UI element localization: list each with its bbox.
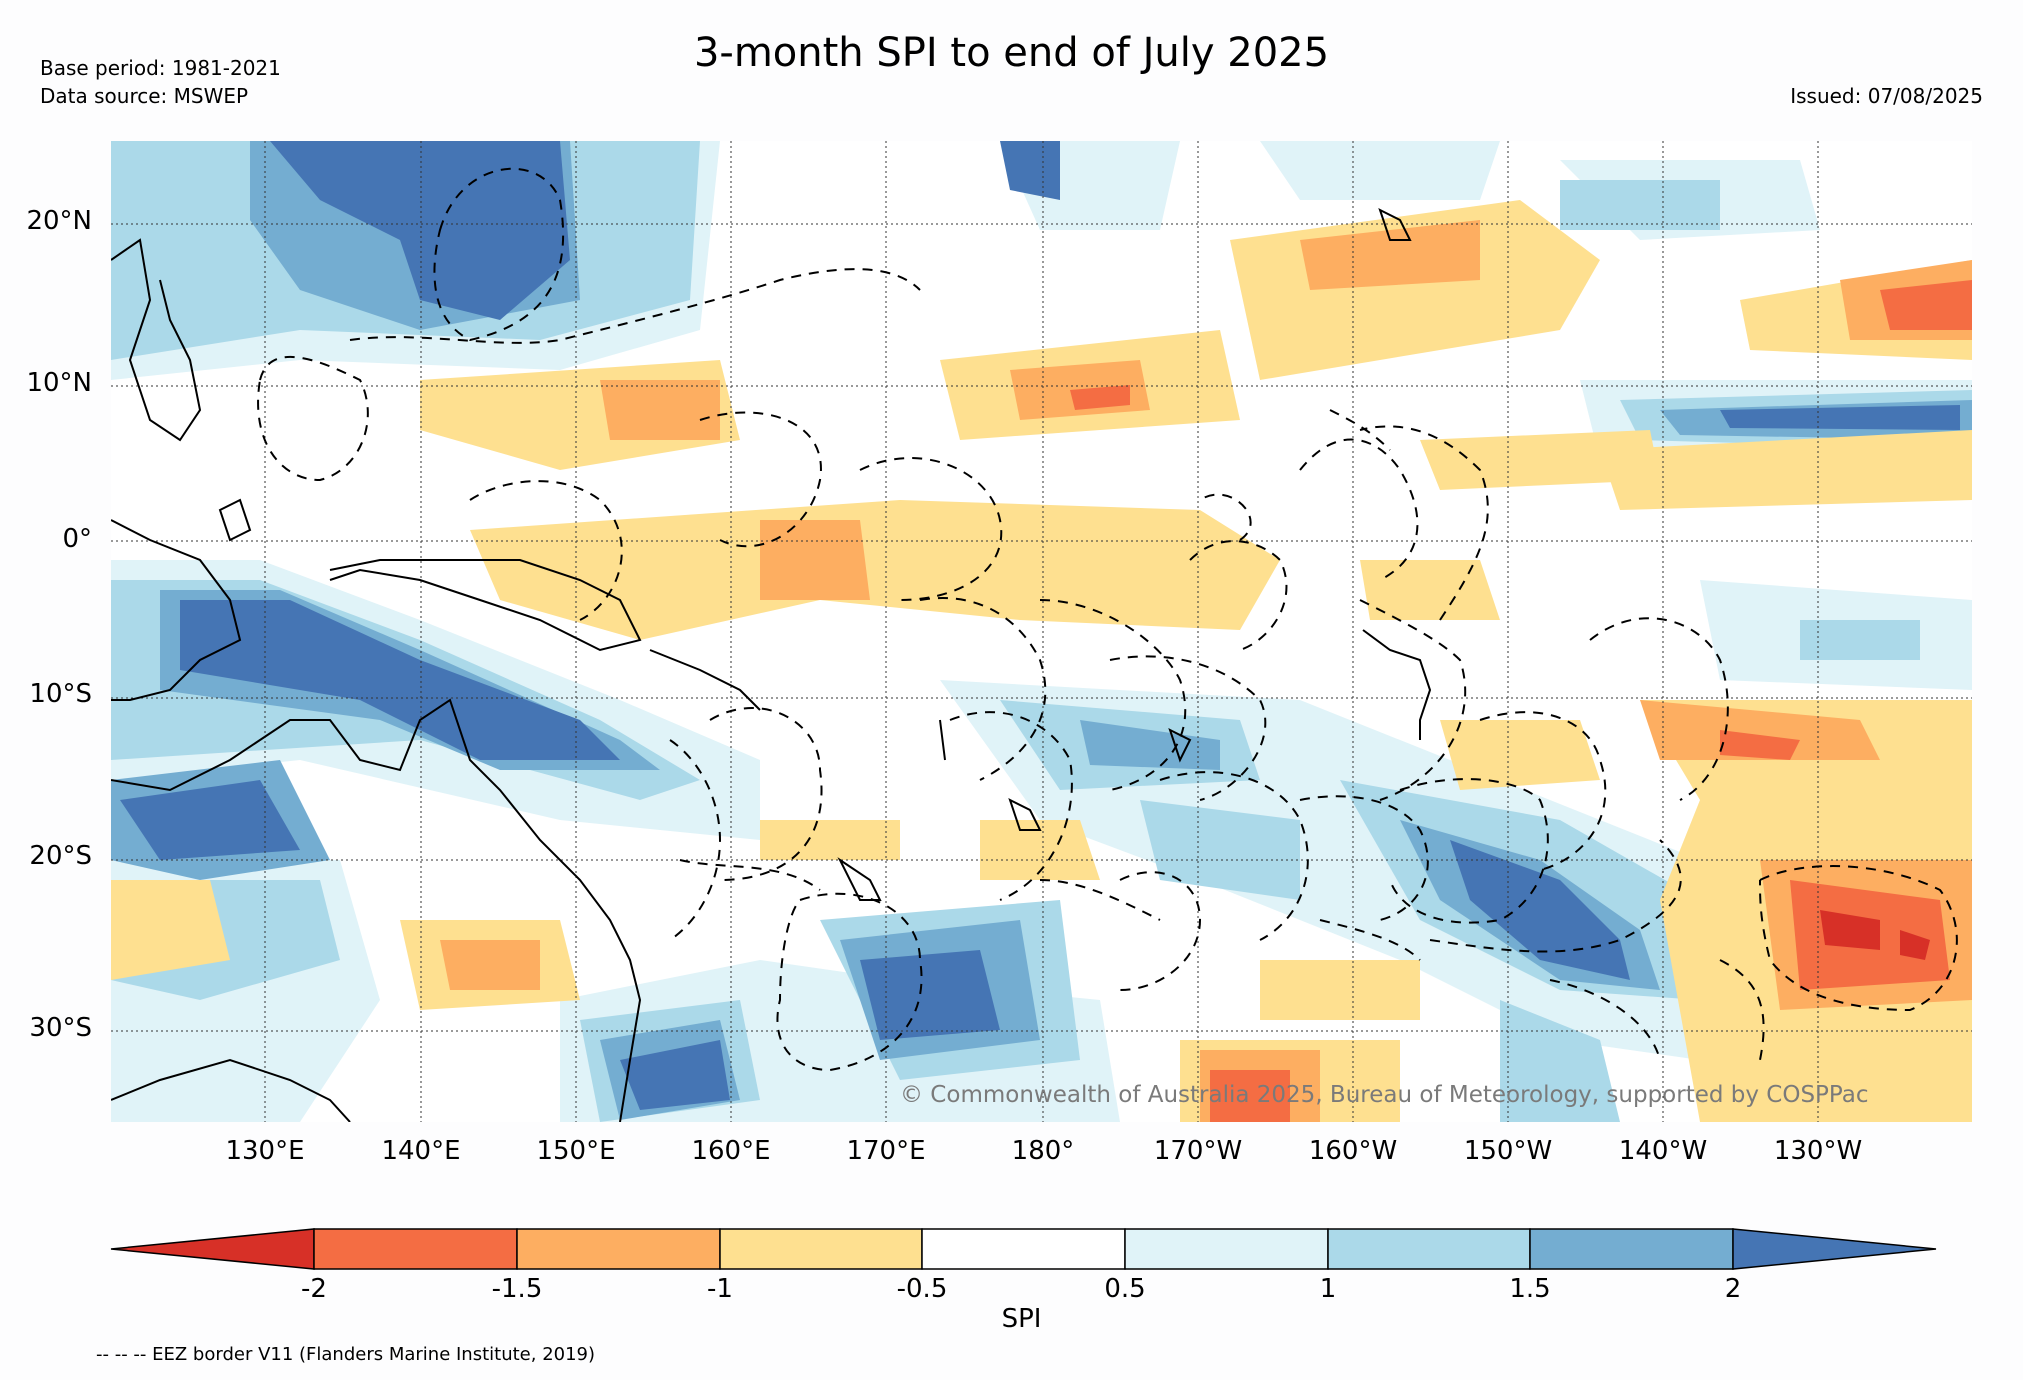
colorbar-bin [921,1228,1126,1270]
colorbar-tick: 1.5 [1509,1274,1551,1304]
colorbar-tick: -1.5 [491,1274,543,1304]
colorbar-tick: -2 [301,1274,327,1304]
lon-label-140e: 140°E [381,1136,461,1166]
copyright-notice: © Commonwealth of Australia 2025, Bureau… [900,1082,1869,1108]
colorbar-tick: 1 [1319,1274,1337,1304]
eez-border-note: -- -- -- EEZ border V11 (Flanders Marine… [96,1344,596,1365]
lon-label-180: 180° [1011,1136,1075,1166]
colorbar-extend-low [110,1228,315,1270]
colorbar-bin [313,1228,518,1270]
graticule [111,141,1972,1122]
colorbar-bin [516,1228,721,1270]
eez-borders [257,167,1958,1072]
lat-label-20n: 20°N [26,206,92,236]
lon-label-170w: 170°W [1153,1136,1243,1166]
lon-label-150w: 150°W [1463,1136,1553,1166]
spi-wet-extreme [120,141,1960,1110]
map-title: 3-month SPI to end of July 2025 [693,30,1330,76]
base-period-note: Base period: 1981-2021 [40,56,281,80]
spi-dry-extreme [1820,910,1930,960]
lat-label-0: 0° [62,524,92,554]
lon-label-160e: 160°E [691,1136,771,1166]
colorbar-label: SPI [1001,1304,1042,1334]
lon-label-140w: 140°W [1618,1136,1708,1166]
colorbar-tick: 2 [1724,1274,1742,1304]
colorbar-extend-high [1732,1228,1937,1270]
colorbar-tick: -1 [707,1274,733,1304]
lat-label-20s: 20°S [29,841,92,871]
lon-label-150e: 150°E [536,1136,616,1166]
lat-label-30s: 30°S [29,1013,92,1043]
colorbar-bin [1327,1228,1531,1270]
lon-label-160w: 160°W [1308,1136,1398,1166]
lat-label-10s: 10°S [29,679,92,709]
lon-label-170e: 170°E [846,1136,926,1166]
data-source-note: Data source: MSWEP [40,84,249,108]
colorbar-bin [1124,1228,1329,1270]
colorbar-tick: 0.5 [1104,1274,1146,1304]
colorbar-bin [719,1228,923,1270]
lon-label-130e: 130°E [225,1136,305,1166]
spi-fields [111,141,1972,1122]
issued-date: Issued: 07/08/2025 [1790,84,1983,108]
colorbar-tick: -0.5 [896,1274,948,1304]
lon-label-130w: 130°W [1773,1136,1863,1166]
lat-label-10n: 10°N [26,368,92,398]
coastlines [111,208,1412,1122]
colorbar-bin [1529,1228,1734,1270]
boundary-lines [939,629,1432,761]
